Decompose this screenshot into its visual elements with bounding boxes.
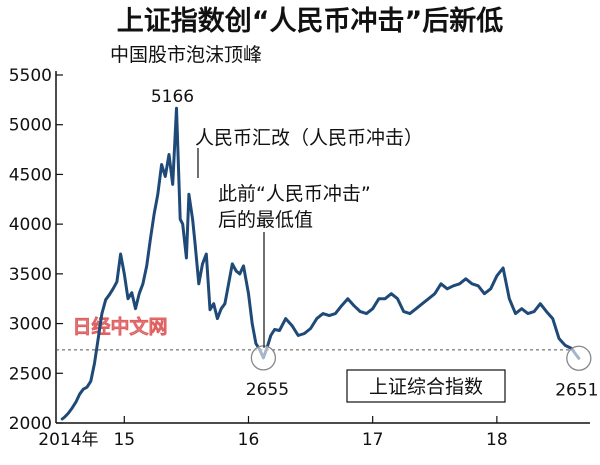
y-tick-label: 2000 [9, 414, 52, 434]
chart-title: 上证指数创“人民币冲击”后新低 [117, 5, 504, 37]
annotation-rmb-reform: 人民币汇改（人民币冲击） [195, 127, 423, 149]
annotation-value-2651: 2651 [555, 380, 598, 400]
x-tick-label: 15 [113, 430, 135, 450]
legend-label: 上证综合指数 [369, 376, 483, 398]
x-tick-label: 2014年 [38, 430, 98, 450]
annotation-value-2655: 2655 [246, 380, 289, 400]
y-axis-ticks: 2000 2500 3000 3500 4000 4500 5000 5500 [9, 66, 63, 434]
annotation-bubble-peak: 中国股市泡沫顶峰 [110, 44, 262, 66]
axes [55, 71, 590, 424]
x-tick-label: 18 [486, 430, 508, 450]
watermark-text: 日经中文网 [72, 315, 167, 338]
y-tick-label: 4000 [9, 215, 52, 235]
y-tick-label: 5500 [9, 66, 52, 86]
y-tick-label: 4500 [9, 165, 52, 185]
x-tick-label: 17 [362, 430, 384, 450]
annotation-previous-low-line2: 后的最低值 [218, 209, 313, 231]
y-tick-label: 3500 [9, 265, 52, 285]
markers [250, 345, 592, 371]
annotation-value-5166: 5166 [151, 87, 194, 107]
annotation-previous-low-line1: 此前“人民币冲击” [218, 183, 371, 205]
marker-low-2655 [250, 345, 277, 371]
x-tick-label: 16 [238, 430, 260, 450]
marker-low-2651 [566, 345, 592, 371]
y-tick-label: 5000 [9, 116, 52, 136]
x-axis-ticks: 2014年 15 16 17 18 [38, 416, 508, 450]
legend-box [346, 369, 506, 403]
y-tick-label: 3000 [9, 315, 52, 335]
y-tick-label: 2500 [9, 364, 52, 384]
